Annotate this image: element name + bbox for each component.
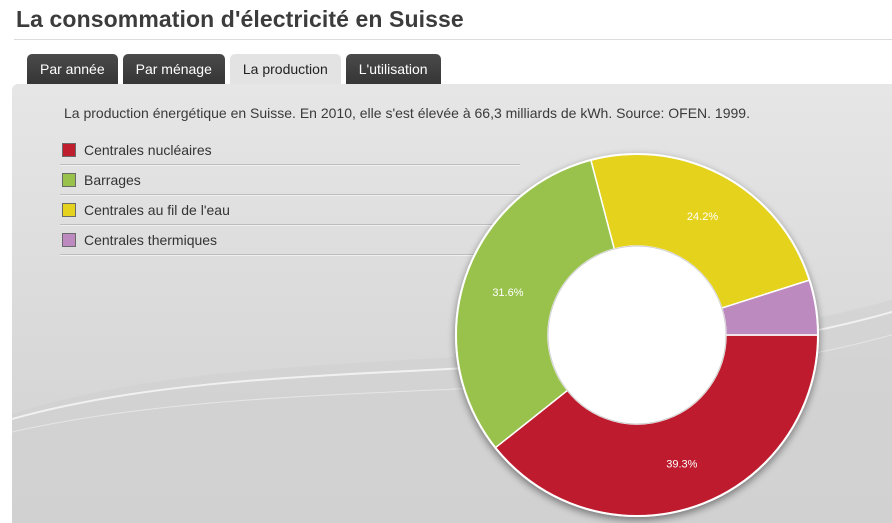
legend-label: Barrages [84,171,141,188]
tab-l-utilisation[interactable]: L'utilisation [345,54,441,85]
tab-bar: Par année Par ménage La production L'uti… [27,54,441,85]
legend-label: Centrales thermiques [84,231,218,248]
legend-swatch [62,142,76,157]
tab-par-annee[interactable]: Par année [27,54,118,85]
legend-item-barrages[interactable]: Barrages [60,165,520,195]
legend-item-centrales-nucleaires[interactable]: Centrales nucléaires [60,135,520,165]
page-title: La consommation d'électricité en Suisse [16,6,464,32]
tab-par-menage[interactable]: Par ménage [122,54,225,85]
chart-description: La production énergétique en Suisse. En … [64,105,750,121]
legend-label: Centrales nucléaires [84,141,212,158]
legend-item-centrales-thermiques[interactable]: Centrales thermiques [60,225,520,255]
title-divider [14,39,892,40]
chart-legend: Centrales nucléaires Barrages Centrales … [60,135,520,255]
tab-la-production[interactable]: La production [229,54,341,85]
legend-label: Centrales au fil de l'eau [84,201,230,218]
legend-item-centrales-au-fil-de-l-eau[interactable]: Centrales au fil de l'eau [60,195,520,225]
legend-swatch [62,202,76,217]
legend-swatch [62,232,76,247]
legend-swatch [62,172,76,187]
